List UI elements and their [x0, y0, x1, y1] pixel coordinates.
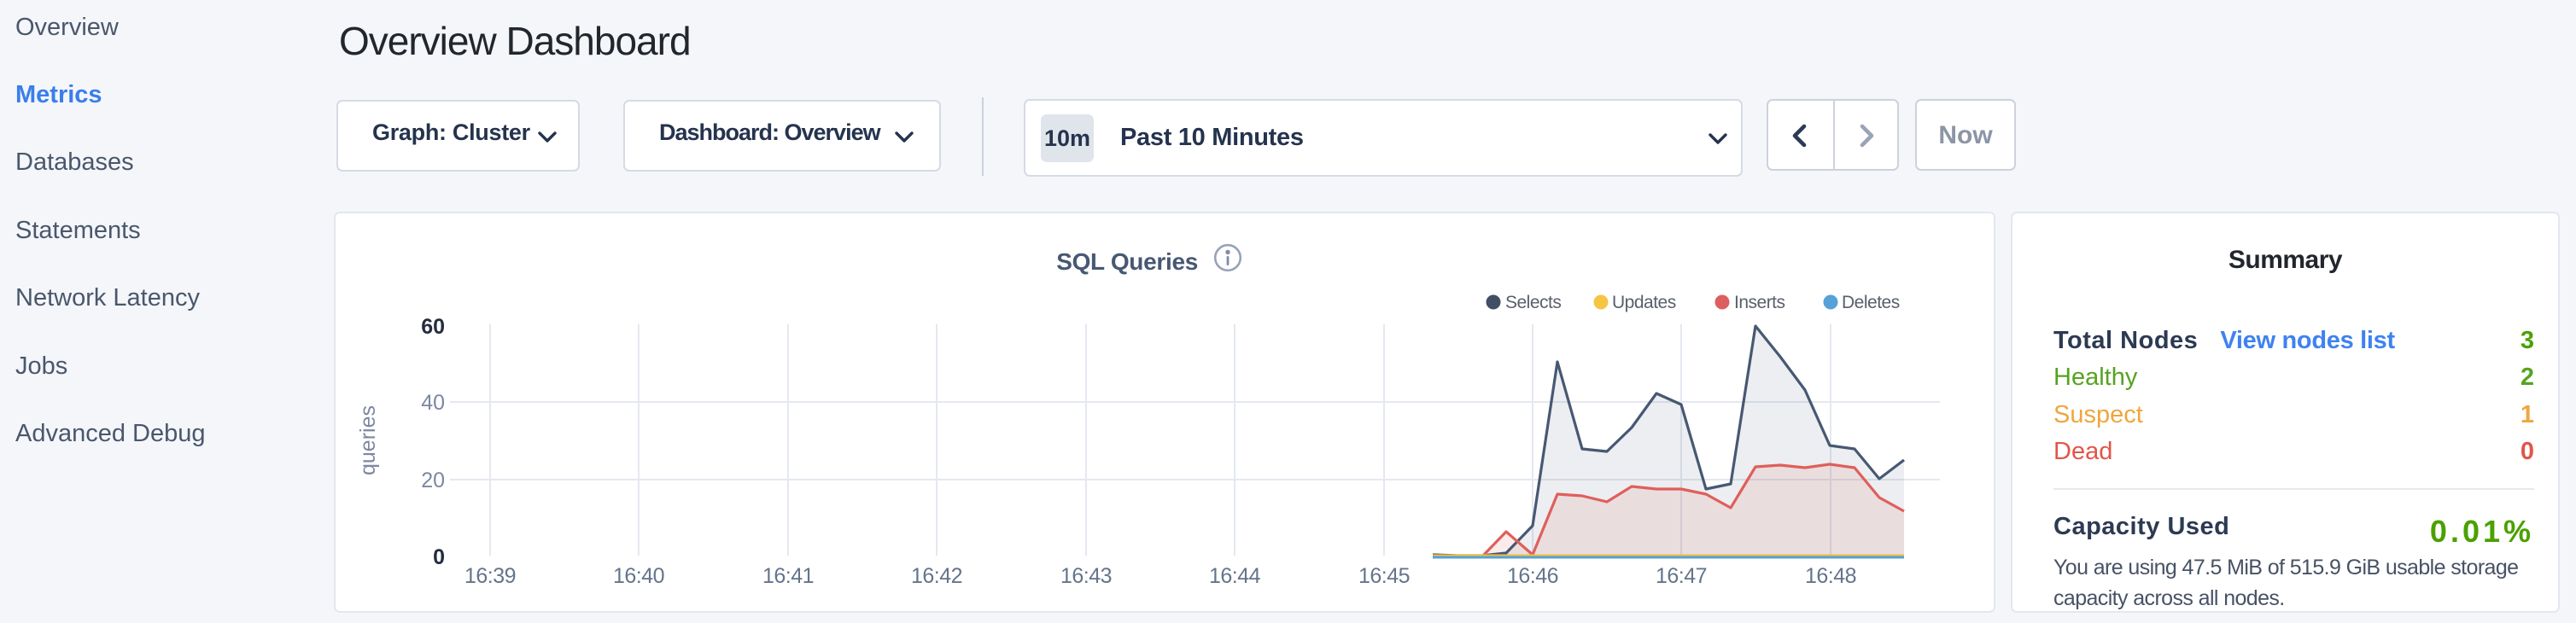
svg-text:40: 40 [421, 391, 445, 415]
svg-text:16:45: 16:45 [1358, 564, 1410, 588]
svg-text:60: 60 [421, 315, 445, 339]
svg-text:20: 20 [421, 469, 445, 492]
svg-text:16:48: 16:48 [1805, 564, 1856, 588]
svg-text:16:41: 16:41 [762, 564, 814, 588]
svg-text:16:47: 16:47 [1656, 564, 1707, 588]
svg-text:SQL Queries: SQL Queries [1056, 248, 1198, 275]
svg-text:queries: queries [356, 405, 380, 475]
svg-text:Updates: Updates [1612, 293, 1676, 312]
svg-text:16:44: 16:44 [1209, 564, 1261, 588]
svg-text:Inserts: Inserts [1734, 293, 1785, 312]
svg-text:16:39: 16:39 [464, 564, 516, 588]
svg-text:16:43: 16:43 [1060, 564, 1112, 588]
svg-text:16:46: 16:46 [1507, 564, 1558, 588]
svg-text:0: 0 [433, 545, 445, 569]
svg-text:Deletes: Deletes [1842, 293, 1900, 312]
svg-text:Selects: Selects [1505, 293, 1561, 312]
svg-text:16:42: 16:42 [911, 564, 962, 588]
svg-text:16:40: 16:40 [613, 564, 664, 588]
